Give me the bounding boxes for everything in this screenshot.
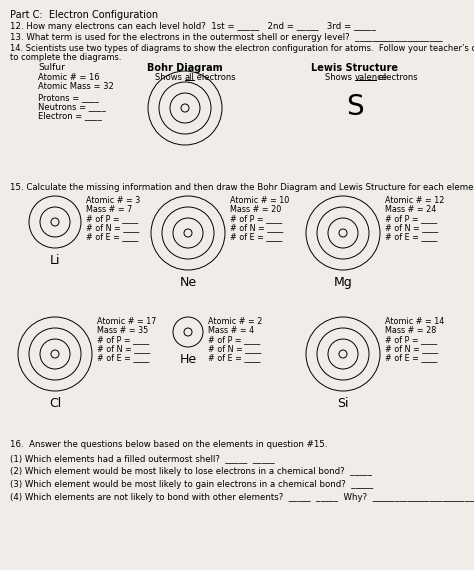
Text: Li: Li — [50, 254, 60, 267]
Text: (3) Which element would be most likely to gain electrons in a chemical bond?  __: (3) Which element would be most likely t… — [10, 480, 373, 489]
Text: # of N = ____: # of N = ____ — [385, 344, 438, 353]
Text: Mass # = 28: Mass # = 28 — [385, 326, 436, 335]
Text: Shows: Shows — [155, 73, 185, 82]
Text: electrons: electrons — [376, 73, 418, 82]
Text: # of E = ____: # of E = ____ — [385, 232, 438, 241]
Text: S: S — [346, 93, 364, 121]
Text: all: all — [185, 73, 195, 82]
Text: Cl: Cl — [49, 397, 61, 410]
Text: (2) Which element would be most likely to lose electrons in a chemical bond?  __: (2) Which element would be most likely t… — [10, 467, 372, 476]
Text: valence: valence — [355, 73, 388, 82]
Text: Atomic # = 17: Atomic # = 17 — [97, 317, 156, 326]
Text: 16.  Answer the questions below based on the elements in question #15.: 16. Answer the questions below based on … — [10, 440, 328, 449]
Text: Mg: Mg — [334, 276, 352, 289]
Text: Atomic # = 14: Atomic # = 14 — [385, 317, 444, 326]
Text: Atomic # = 2: Atomic # = 2 — [208, 317, 263, 326]
Text: Mass # = 4: Mass # = 4 — [208, 326, 254, 335]
Text: # of P = ____: # of P = ____ — [97, 335, 149, 344]
Text: Electron = ____: Electron = ____ — [38, 111, 102, 120]
Text: Atomic # = 3: Atomic # = 3 — [86, 196, 140, 205]
Text: Neutrons = ____: Neutrons = ____ — [38, 102, 106, 111]
Text: # of E = ____: # of E = ____ — [208, 353, 260, 362]
Text: # of P = ____: # of P = ____ — [208, 335, 260, 344]
Text: # of N = ____: # of N = ____ — [97, 344, 150, 353]
Text: Mass # = 24: Mass # = 24 — [385, 205, 436, 214]
Text: # of N = ____: # of N = ____ — [230, 223, 283, 232]
Text: Shows: Shows — [325, 73, 355, 82]
Text: Mass # = 35: Mass # = 35 — [97, 326, 148, 335]
Text: 12. How many electrons can each level hold?  1st = _____   2nd = _____   3rd = _: 12. How many electrons can each level ho… — [10, 22, 376, 31]
Text: # of E = ____: # of E = ____ — [86, 232, 138, 241]
Text: Mass # = 20: Mass # = 20 — [230, 205, 281, 214]
Text: # of E = ____: # of E = ____ — [97, 353, 149, 362]
Text: # of P = ____: # of P = ____ — [230, 214, 282, 223]
Text: # of E = ____: # of E = ____ — [385, 353, 438, 362]
Text: (4) Which elements are not likely to bond with other elements?  _____  _____  Wh: (4) Which elements are not likely to bon… — [10, 493, 474, 502]
Text: Bohr Diagram: Bohr Diagram — [147, 63, 223, 73]
Text: to complete the diagrams.: to complete the diagrams. — [10, 53, 121, 62]
Text: Protons = ____: Protons = ____ — [38, 93, 99, 102]
Text: Mass # = 7: Mass # = 7 — [86, 205, 132, 214]
Text: # of P = ____: # of P = ____ — [385, 335, 437, 344]
Text: Atomic Mass = 32: Atomic Mass = 32 — [38, 82, 114, 91]
Text: Atomic # = 12: Atomic # = 12 — [385, 196, 444, 205]
Text: Ne: Ne — [180, 276, 197, 289]
Text: Lewis Structure: Lewis Structure — [311, 63, 399, 73]
Text: # of E = ____: # of E = ____ — [230, 232, 283, 241]
Text: Si: Si — [337, 397, 349, 410]
Text: electrons: electrons — [194, 73, 236, 82]
Text: # of P = ____: # of P = ____ — [86, 214, 138, 223]
Text: Atomic # = 16: Atomic # = 16 — [38, 73, 100, 82]
Text: 14. Scientists use two types of diagrams to show the electron configuration for : 14. Scientists use two types of diagrams… — [10, 44, 474, 53]
Text: 15. Calculate the missing information and then draw the Bohr Diagram and Lewis S: 15. Calculate the missing information an… — [10, 183, 474, 192]
Text: He: He — [180, 353, 197, 366]
Text: # of N = ____: # of N = ____ — [385, 223, 438, 232]
Text: 13. What term is used for the electrons in the outermost shell or energy level? : 13. What term is used for the electrons … — [10, 33, 443, 42]
Text: # of N = ____: # of N = ____ — [86, 223, 139, 232]
Text: Part C:  Electron Configuration: Part C: Electron Configuration — [10, 10, 158, 20]
Text: Sulfur: Sulfur — [38, 63, 65, 72]
Text: Atomic # = 10: Atomic # = 10 — [230, 196, 289, 205]
Text: # of P = ____: # of P = ____ — [385, 214, 437, 223]
Text: # of N = ____: # of N = ____ — [208, 344, 261, 353]
Text: (1) Which elements had a filled outermost shell?  _____  _____: (1) Which elements had a filled outermos… — [10, 454, 274, 463]
